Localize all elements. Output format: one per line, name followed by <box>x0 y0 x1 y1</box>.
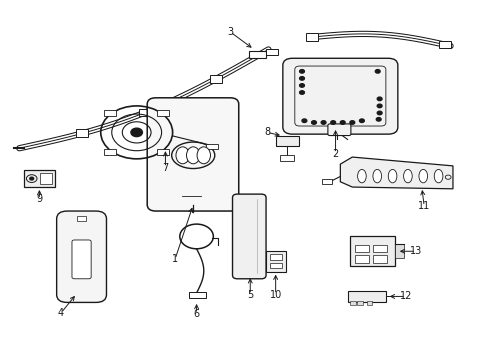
Ellipse shape <box>176 147 189 164</box>
Bar <box>322 179 331 184</box>
Circle shape <box>299 77 304 80</box>
Text: 6: 6 <box>193 309 199 319</box>
Text: 8: 8 <box>264 127 269 138</box>
Circle shape <box>30 177 34 180</box>
Bar <box>275 136 298 147</box>
Bar <box>104 149 116 155</box>
Text: 13: 13 <box>409 246 421 256</box>
Bar <box>24 170 55 187</box>
Bar <box>356 301 362 305</box>
Circle shape <box>376 111 381 115</box>
Text: 10: 10 <box>269 290 281 300</box>
Ellipse shape <box>433 170 442 183</box>
Bar <box>347 291 385 302</box>
Bar <box>270 262 281 268</box>
Bar <box>77 216 86 221</box>
Bar <box>372 255 386 263</box>
Bar <box>305 33 317 41</box>
FancyBboxPatch shape <box>327 124 350 136</box>
Circle shape <box>311 121 316 124</box>
Circle shape <box>376 97 381 100</box>
Bar <box>40 173 52 184</box>
Text: 3: 3 <box>226 27 233 37</box>
Bar <box>209 75 221 83</box>
Text: 4: 4 <box>58 308 64 318</box>
Text: 12: 12 <box>399 292 411 301</box>
Bar <box>249 51 265 58</box>
Bar <box>349 301 355 305</box>
Bar <box>280 155 293 161</box>
Bar <box>139 109 151 116</box>
Polygon shape <box>340 157 452 189</box>
Circle shape <box>299 69 304 73</box>
Text: 11: 11 <box>417 202 429 211</box>
Text: 7: 7 <box>162 163 168 173</box>
Bar <box>270 254 281 260</box>
Circle shape <box>330 121 335 124</box>
Bar <box>157 149 168 155</box>
Circle shape <box>302 119 306 122</box>
Text: 2: 2 <box>332 149 338 158</box>
Circle shape <box>299 91 304 94</box>
Circle shape <box>349 121 354 124</box>
Ellipse shape <box>197 147 210 164</box>
Ellipse shape <box>418 170 427 183</box>
Bar <box>206 144 218 149</box>
FancyBboxPatch shape <box>57 211 106 302</box>
Text: 9: 9 <box>36 194 42 204</box>
Circle shape <box>340 121 345 124</box>
FancyBboxPatch shape <box>282 58 397 134</box>
Circle shape <box>299 84 304 87</box>
Bar <box>189 292 206 298</box>
Circle shape <box>375 69 379 73</box>
Circle shape <box>321 121 325 124</box>
Text: 1: 1 <box>172 255 178 264</box>
Circle shape <box>359 119 364 122</box>
FancyBboxPatch shape <box>232 194 265 279</box>
Ellipse shape <box>372 170 381 183</box>
Ellipse shape <box>403 170 411 183</box>
Bar <box>354 255 368 263</box>
Bar <box>438 41 449 48</box>
Bar <box>265 49 278 55</box>
Bar <box>104 110 116 116</box>
Bar <box>354 244 368 252</box>
Ellipse shape <box>357 170 366 183</box>
Bar <box>395 243 403 258</box>
Bar <box>265 251 285 272</box>
Bar <box>372 244 386 252</box>
Circle shape <box>376 104 381 108</box>
FancyBboxPatch shape <box>147 98 238 211</box>
Bar <box>157 110 168 116</box>
Ellipse shape <box>387 170 396 183</box>
Circle shape <box>376 118 380 121</box>
Circle shape <box>131 128 142 136</box>
Ellipse shape <box>186 147 200 164</box>
Bar <box>366 301 372 305</box>
Text: 5: 5 <box>246 290 253 300</box>
FancyBboxPatch shape <box>72 240 91 279</box>
Bar <box>76 130 88 137</box>
Bar <box>349 237 395 266</box>
